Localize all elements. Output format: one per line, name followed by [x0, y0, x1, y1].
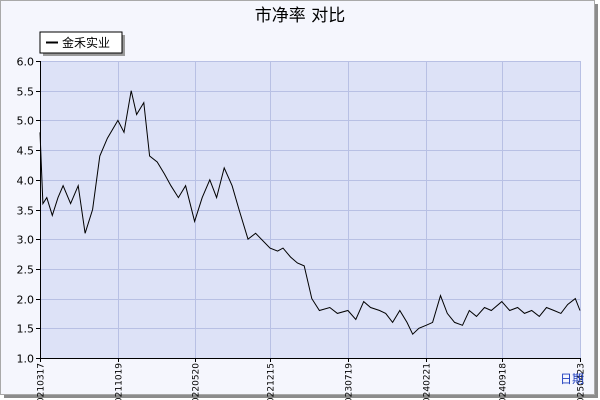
y-tick-label: 4.5	[17, 145, 35, 158]
y-tick-label: 5.5	[17, 86, 35, 99]
series-layer	[39, 90, 581, 336]
y-tick-label: 1.5	[17, 323, 35, 336]
x-axis-label: 日期	[560, 372, 584, 386]
y-tick-label: 2.0	[17, 294, 35, 307]
x-tick-label: 20230719	[345, 363, 355, 400]
x-axis: 20210317 20211019 20220520 20221215 20230719…	[37, 358, 587, 400]
chart-title: 市净率 对比	[255, 6, 345, 26]
y-tick-label: 4.0	[17, 175, 35, 188]
x-tick-label: 20240221	[423, 363, 433, 400]
y-tick-label: 2.5	[17, 264, 35, 277]
plot-area	[40, 61, 580, 358]
x-tick-label: 20211019	[115, 363, 125, 400]
grid-layer	[40, 61, 581, 359]
y-tick-label: 3.0	[17, 234, 35, 247]
series-line	[39, 90, 581, 336]
legend-label: 金禾实业	[62, 35, 110, 50]
x-tick-label: 20250423	[577, 363, 587, 400]
x-tick-label: 20220520	[192, 363, 202, 400]
x-tick-label: 20221215	[267, 363, 277, 400]
y-axis: 1.0 1.5 2.0 2.5 3.0 3.5 4.0 4.5 5.0 5.5 6.0	[17, 56, 41, 366]
y-tick-label: 1.0	[17, 353, 35, 366]
y-tick-label: 3.5	[17, 205, 35, 218]
x-tick-label: 20240918	[499, 363, 509, 400]
y-tick-label: 6.0	[17, 56, 35, 69]
y-tick-label: 5.0	[17, 115, 35, 128]
legend-box	[39, 31, 123, 54]
legend: 金禾实业	[39, 31, 125, 56]
x-tick-label: 20210317	[37, 363, 47, 400]
